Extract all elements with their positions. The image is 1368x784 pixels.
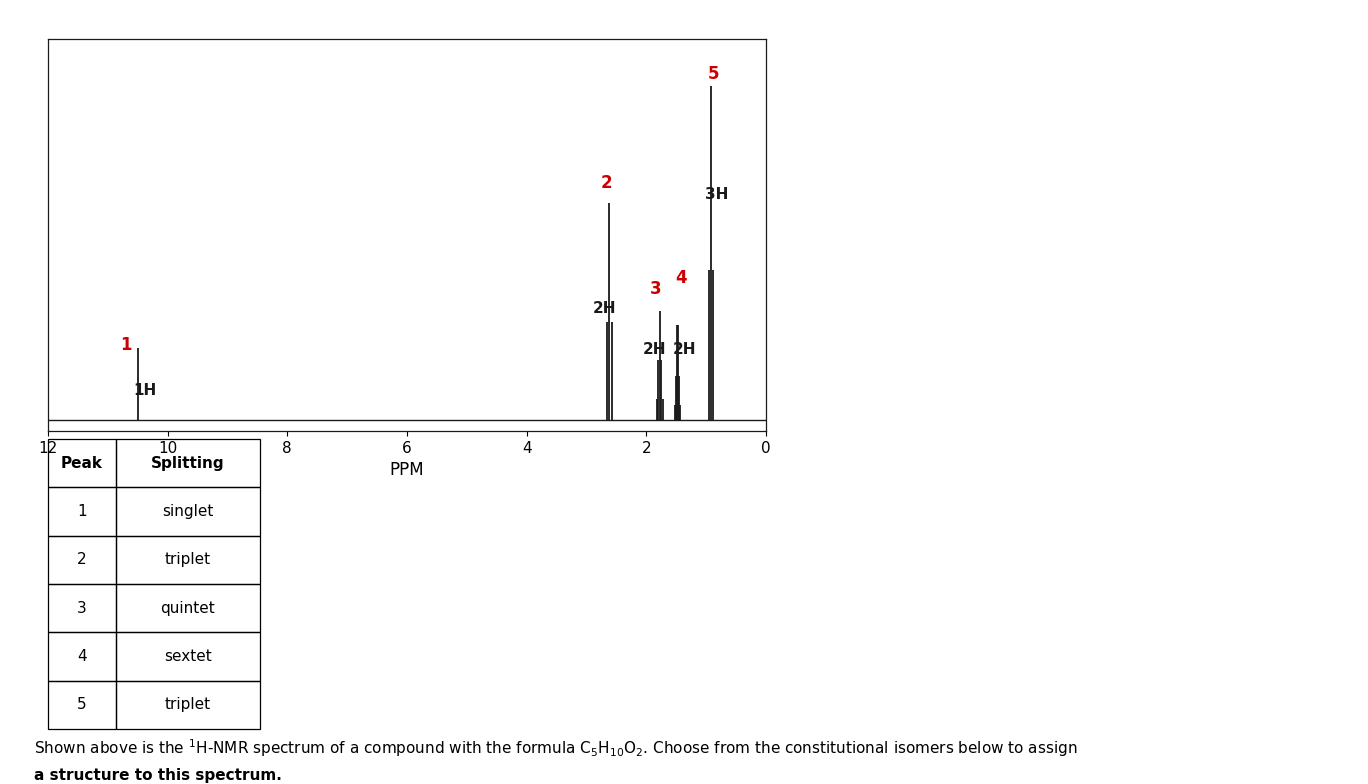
Text: triplet: triplet [164, 698, 211, 713]
Bar [48, 439, 116, 488]
Text: 2: 2 [77, 553, 86, 568]
Text: 2: 2 [601, 173, 613, 191]
Bar [116, 584, 260, 633]
Bar [116, 439, 260, 488]
Text: 1H: 1H [133, 383, 156, 397]
Text: Shown above is the $^1$H-NMR spectrum of a compound with the formula $\mathrm{C_: Shown above is the $^1$H-NMR spectrum of… [34, 737, 1078, 759]
Text: 3H: 3H [705, 187, 728, 201]
Text: 1: 1 [77, 504, 86, 519]
Text: 5: 5 [77, 698, 86, 713]
Text: 4: 4 [77, 649, 86, 664]
Text: 3: 3 [650, 281, 662, 299]
Text: 2H: 2H [592, 300, 617, 315]
Bar [116, 488, 260, 535]
Bar [116, 633, 260, 681]
Bar [48, 488, 116, 535]
Bar [48, 681, 116, 729]
Text: 5: 5 [707, 65, 720, 83]
Text: a structure to this spectrum.: a structure to this spectrum. [34, 768, 282, 783]
Text: quintet: quintet [160, 601, 215, 615]
Text: Peak: Peak [60, 456, 103, 470]
Bar [116, 535, 260, 584]
Bar [48, 584, 116, 633]
Text: 1: 1 [119, 336, 131, 354]
Bar [116, 681, 260, 729]
Text: 4: 4 [676, 269, 687, 287]
Bar [48, 633, 116, 681]
Text: sextet: sextet [164, 649, 212, 664]
Text: 2H: 2H [673, 342, 696, 357]
Text: 3: 3 [77, 601, 86, 615]
Text: triplet: triplet [164, 553, 211, 568]
Text: 2H: 2H [643, 342, 666, 357]
Text: singlet: singlet [163, 504, 213, 519]
Bar [48, 535, 116, 584]
Text: Splitting: Splitting [150, 456, 224, 470]
X-axis label: PPM: PPM [390, 462, 424, 480]
